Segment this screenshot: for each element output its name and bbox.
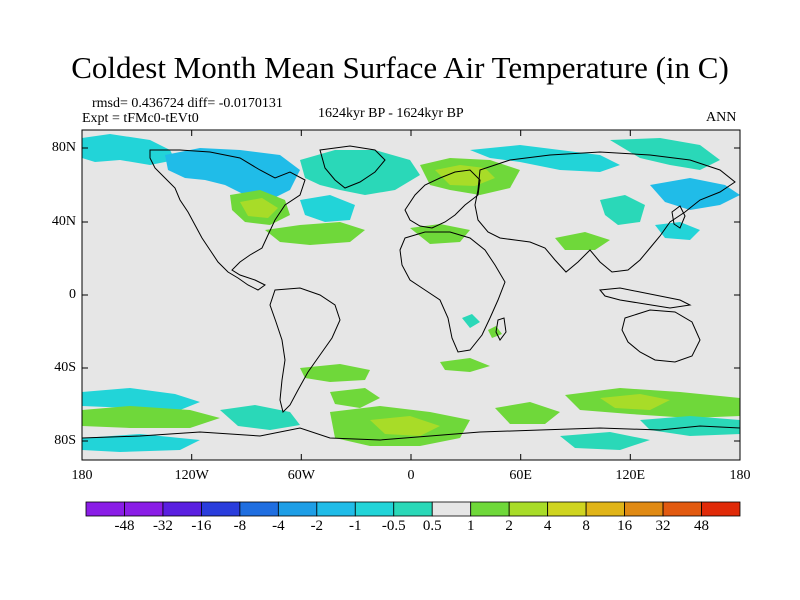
- colorbar-box: [393, 501, 433, 517]
- lon-label-60e: 60E: [509, 468, 532, 483]
- anomaly-patch-cyan: [640, 416, 740, 436]
- lon-label-120w: 120W: [174, 468, 209, 483]
- coastline-north-america: [149, 149, 306, 291]
- coastline-japan: [671, 205, 686, 229]
- lon-label-180w: 180: [71, 468, 93, 483]
- colorbar-label: -32: [152, 518, 173, 534]
- colorbar-label: 1: [466, 518, 475, 534]
- colorbar-label: 2: [505, 518, 513, 534]
- lon-label-180e: 180: [729, 468, 751, 483]
- lat-label-0: 0: [69, 287, 76, 302]
- colorbar-box: [662, 501, 702, 517]
- colorbar-label: 48: [694, 518, 710, 534]
- coastline-south-america: [269, 287, 341, 413]
- anomaly-patch-green: [555, 232, 610, 250]
- coastline-europe: [404, 169, 481, 229]
- colorbar-label: -16: [191, 518, 212, 534]
- season-label: ANN: [706, 110, 737, 125]
- colorbar-box: [124, 501, 164, 517]
- anomaly-patch-cyan: [560, 432, 650, 450]
- lat-label-40n: 40N: [51, 214, 76, 229]
- colorbar-box: [585, 501, 625, 517]
- colorbar-box: [85, 501, 125, 517]
- anomaly-patch-yellowgreen: [600, 394, 670, 410]
- coastline-asia: [474, 151, 736, 273]
- colorbar-label: 32: [655, 518, 671, 534]
- colorbar-label: -1: [349, 518, 362, 534]
- lon-label-0: 0: [407, 468, 415, 483]
- colorbar-label: -0.5: [381, 518, 406, 534]
- coastline-antarctica: [82, 425, 740, 441]
- anomaly-patch-cyan: [82, 434, 200, 452]
- experiment-label: Expt = tFMc0-tEVt0: [82, 111, 199, 126]
- anomaly-patch-green: [410, 224, 470, 244]
- anomaly-patch-cyan: [470, 145, 620, 172]
- colorbar-box: [624, 501, 664, 517]
- colorbar-box: [508, 501, 549, 517]
- lat-label-40s: 40S: [54, 360, 76, 375]
- coastline-australia: [621, 309, 701, 363]
- colorbar-label: 4: [543, 518, 552, 534]
- anomaly-patch-green: [82, 406, 220, 428]
- anomaly-patch-cyan: [300, 195, 355, 222]
- map-ticks: [81, 130, 741, 460]
- lat-label-80s: 80S: [54, 433, 76, 448]
- colorbar-label: 8: [582, 518, 590, 534]
- coastlines: [82, 145, 740, 441]
- anomaly-patch-teal: [462, 314, 480, 328]
- anomaly-patch-cyan: [82, 388, 200, 410]
- colorbar-label: -8: [233, 518, 247, 534]
- anomaly-patch-green: [265, 222, 365, 245]
- colorbar-box: [201, 501, 241, 517]
- colorbar-box: [277, 501, 318, 517]
- map-title: Coldest Month Mean Surface Air Temperatu…: [71, 50, 729, 85]
- coastline-africa: [399, 231, 506, 353]
- colorbar-label: 16: [617, 518, 633, 534]
- anomaly-patch-green: [440, 358, 490, 372]
- colorbar-box: [431, 501, 472, 517]
- anomaly-patch-cyan: [650, 178, 740, 210]
- colorbar-label: -4: [272, 518, 285, 534]
- colorbar-label: -2: [310, 518, 324, 534]
- colorbar-box: [701, 501, 741, 517]
- coastline-indonesia: [599, 287, 692, 309]
- anomaly-patch-cyan: [165, 148, 300, 200]
- colorbar-label: -48: [114, 518, 135, 534]
- anomaly-patch-cyan: [600, 195, 645, 225]
- colorbar-box: [547, 501, 587, 517]
- colorbar-box: [316, 501, 356, 517]
- colorbar-box: [470, 501, 510, 517]
- coastline-madagascar: [495, 317, 507, 341]
- anomaly-patch-yellowgreen: [370, 416, 440, 436]
- stats-text: rmsd= 0.436724 diff= -0.0170131: [92, 96, 283, 111]
- period-label: 1624kyr BP - 1624kyr BP: [318, 106, 464, 121]
- anomaly-patch-yellowgreen: [240, 198, 278, 218]
- anomaly-patch-cyan: [220, 405, 300, 430]
- anomaly-patch-green: [330, 388, 380, 408]
- anomaly-patch-teal: [300, 150, 420, 195]
- anomaly-field: [82, 134, 740, 452]
- lon-label-60w: 60W: [287, 468, 315, 483]
- colorbar-label: 0.5: [422, 518, 442, 534]
- coastline-greenland: [319, 145, 386, 189]
- lat-label-80n: 80N: [51, 140, 76, 155]
- anomaly-patch-green: [495, 402, 560, 424]
- anomaly-patch-green: [300, 364, 370, 382]
- colorbar-box: [354, 501, 395, 517]
- anomaly-patch-green: [488, 326, 502, 338]
- colorbar-box: [239, 501, 279, 517]
- anomaly-patch-cyan: [610, 138, 720, 170]
- colorbar-box: [162, 501, 202, 517]
- lon-label-120e: 120E: [615, 468, 646, 483]
- anomaly-patch-cyan: [82, 134, 175, 165]
